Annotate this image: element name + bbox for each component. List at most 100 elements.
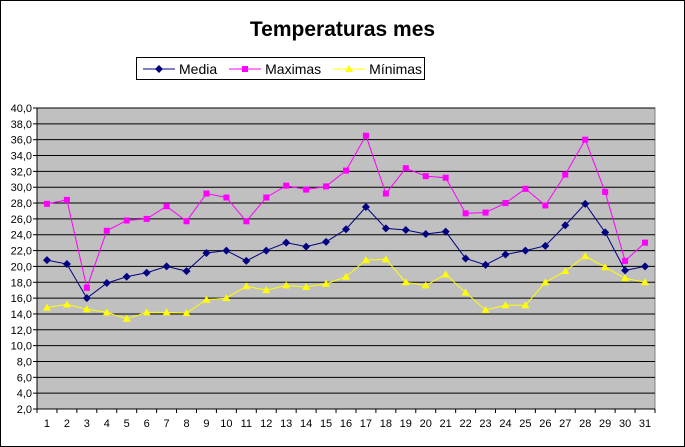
data-point-maximas xyxy=(522,185,529,192)
x-tick-label: 16 xyxy=(340,418,352,430)
x-tick-label: 5 xyxy=(124,418,130,430)
data-point-minimas xyxy=(561,267,570,275)
data-point-media xyxy=(621,266,630,275)
data-point-maximas xyxy=(143,215,150,222)
data-point-minimas xyxy=(441,270,450,278)
x-tick-label: 7 xyxy=(164,418,170,430)
chart-title: Temperaturas mes xyxy=(249,18,436,41)
legend-item-minimas: Mínimas xyxy=(333,61,422,77)
data-point-media xyxy=(162,262,171,271)
data-point-minimas xyxy=(461,288,470,296)
data-point-media xyxy=(461,254,470,263)
data-point-media xyxy=(122,272,131,281)
y-tick-label: 18,0 xyxy=(11,277,32,289)
data-point-maximas xyxy=(223,194,230,201)
data-point-maximas xyxy=(323,183,330,190)
x-tick-label: 3 xyxy=(84,418,90,430)
data-point-maximas xyxy=(582,136,589,143)
data-point-minimas xyxy=(202,295,211,303)
data-point-media xyxy=(481,260,490,269)
legend-item-media: Media xyxy=(143,61,217,77)
plot-area xyxy=(36,107,656,410)
x-tick-label: 12 xyxy=(260,418,272,430)
x-tick-label: 17 xyxy=(360,418,372,430)
data-point-minimas xyxy=(222,294,231,302)
data-point-media xyxy=(82,294,91,303)
x-tick-label: 28 xyxy=(579,418,591,430)
legend: Media Maximas Mínimas xyxy=(136,57,425,80)
x-tick-label: 13 xyxy=(280,418,292,430)
x-tick-label: 29 xyxy=(599,418,611,430)
y-tick-label: 30,0 xyxy=(11,182,32,194)
data-point-media xyxy=(581,199,590,208)
data-point-minimas xyxy=(521,301,530,309)
data-point-media xyxy=(142,268,151,277)
x-tick-label: 31 xyxy=(639,418,651,430)
y-tick-label: 16,0 xyxy=(11,293,32,305)
x-tick-label: 4 xyxy=(104,418,110,430)
data-point-media xyxy=(102,279,111,288)
data-point-maximas xyxy=(43,200,50,207)
data-point-minimas xyxy=(162,308,171,316)
data-point-minimas xyxy=(481,305,490,313)
data-point-minimas xyxy=(581,252,590,260)
data-point-minimas xyxy=(361,256,370,264)
data-point-media xyxy=(222,246,231,255)
data-point-maximas xyxy=(203,190,210,197)
y-tick-label: 2,0 xyxy=(17,404,32,416)
data-point-maximas xyxy=(263,194,270,201)
data-point-minimas xyxy=(342,272,350,280)
x-tick-label: 14 xyxy=(300,418,312,430)
data-point-media xyxy=(282,238,291,247)
x-tick-label: 6 xyxy=(144,418,150,430)
data-point-minimas xyxy=(641,278,650,286)
data-point-minimas xyxy=(501,301,510,309)
y-tick-label: 20,0 xyxy=(11,261,32,273)
x-tick-label: 30 xyxy=(619,418,631,430)
legend-label-maximas: Maximas xyxy=(265,60,322,77)
x-tick-label: 15 xyxy=(320,418,332,430)
legend-item-maximas: Maximas xyxy=(229,61,321,77)
x-tick-label: 24 xyxy=(499,418,511,430)
data-point-media xyxy=(42,256,51,265)
data-point-media xyxy=(342,225,350,234)
x-tick-label: 20 xyxy=(420,418,432,430)
x-tick-label: 26 xyxy=(539,418,551,430)
y-tick-label: 34,0 xyxy=(11,151,32,163)
y-tick-label: 24,0 xyxy=(11,230,32,242)
data-point-maximas xyxy=(622,257,629,264)
y-tick-label: 4,0 xyxy=(17,388,32,400)
data-point-media xyxy=(62,260,71,269)
data-point-media xyxy=(381,224,390,233)
legend-symbol-minimas xyxy=(333,64,366,72)
x-tick-label: 19 xyxy=(400,418,412,430)
data-point-maximas xyxy=(502,200,509,207)
data-point-media xyxy=(501,250,510,259)
y-tick-label: 6,0 xyxy=(17,372,32,384)
x-tick-label: 11 xyxy=(241,418,252,430)
data-point-maximas xyxy=(183,218,190,225)
data-point-media xyxy=(521,246,530,255)
data-point-maximas xyxy=(542,202,549,209)
data-point-maximas xyxy=(402,165,409,172)
y-tick-label: 28,0 xyxy=(11,198,32,210)
data-point-minimas xyxy=(401,278,410,286)
data-point-maximas xyxy=(283,182,290,189)
data-point-minimas xyxy=(601,263,610,271)
data-point-minimas xyxy=(42,303,51,311)
data-point-maximas xyxy=(83,284,90,291)
data-point-minimas xyxy=(142,308,151,316)
data-point-minimas xyxy=(621,274,630,282)
y-tick-label: 22,0 xyxy=(11,246,32,258)
data-point-maximas xyxy=(343,167,349,174)
data-point-maximas xyxy=(243,218,250,225)
data-point-minimas xyxy=(541,278,550,286)
y-tick-label: 26,0 xyxy=(11,214,32,226)
x-tick-label: 18 xyxy=(380,418,392,430)
data-point-maximas xyxy=(63,196,70,203)
y-tick-label: 12,0 xyxy=(11,325,32,337)
data-point-maximas xyxy=(442,174,449,181)
data-point-minimas xyxy=(322,279,331,287)
y-tick-label: 36,0 xyxy=(11,135,32,147)
